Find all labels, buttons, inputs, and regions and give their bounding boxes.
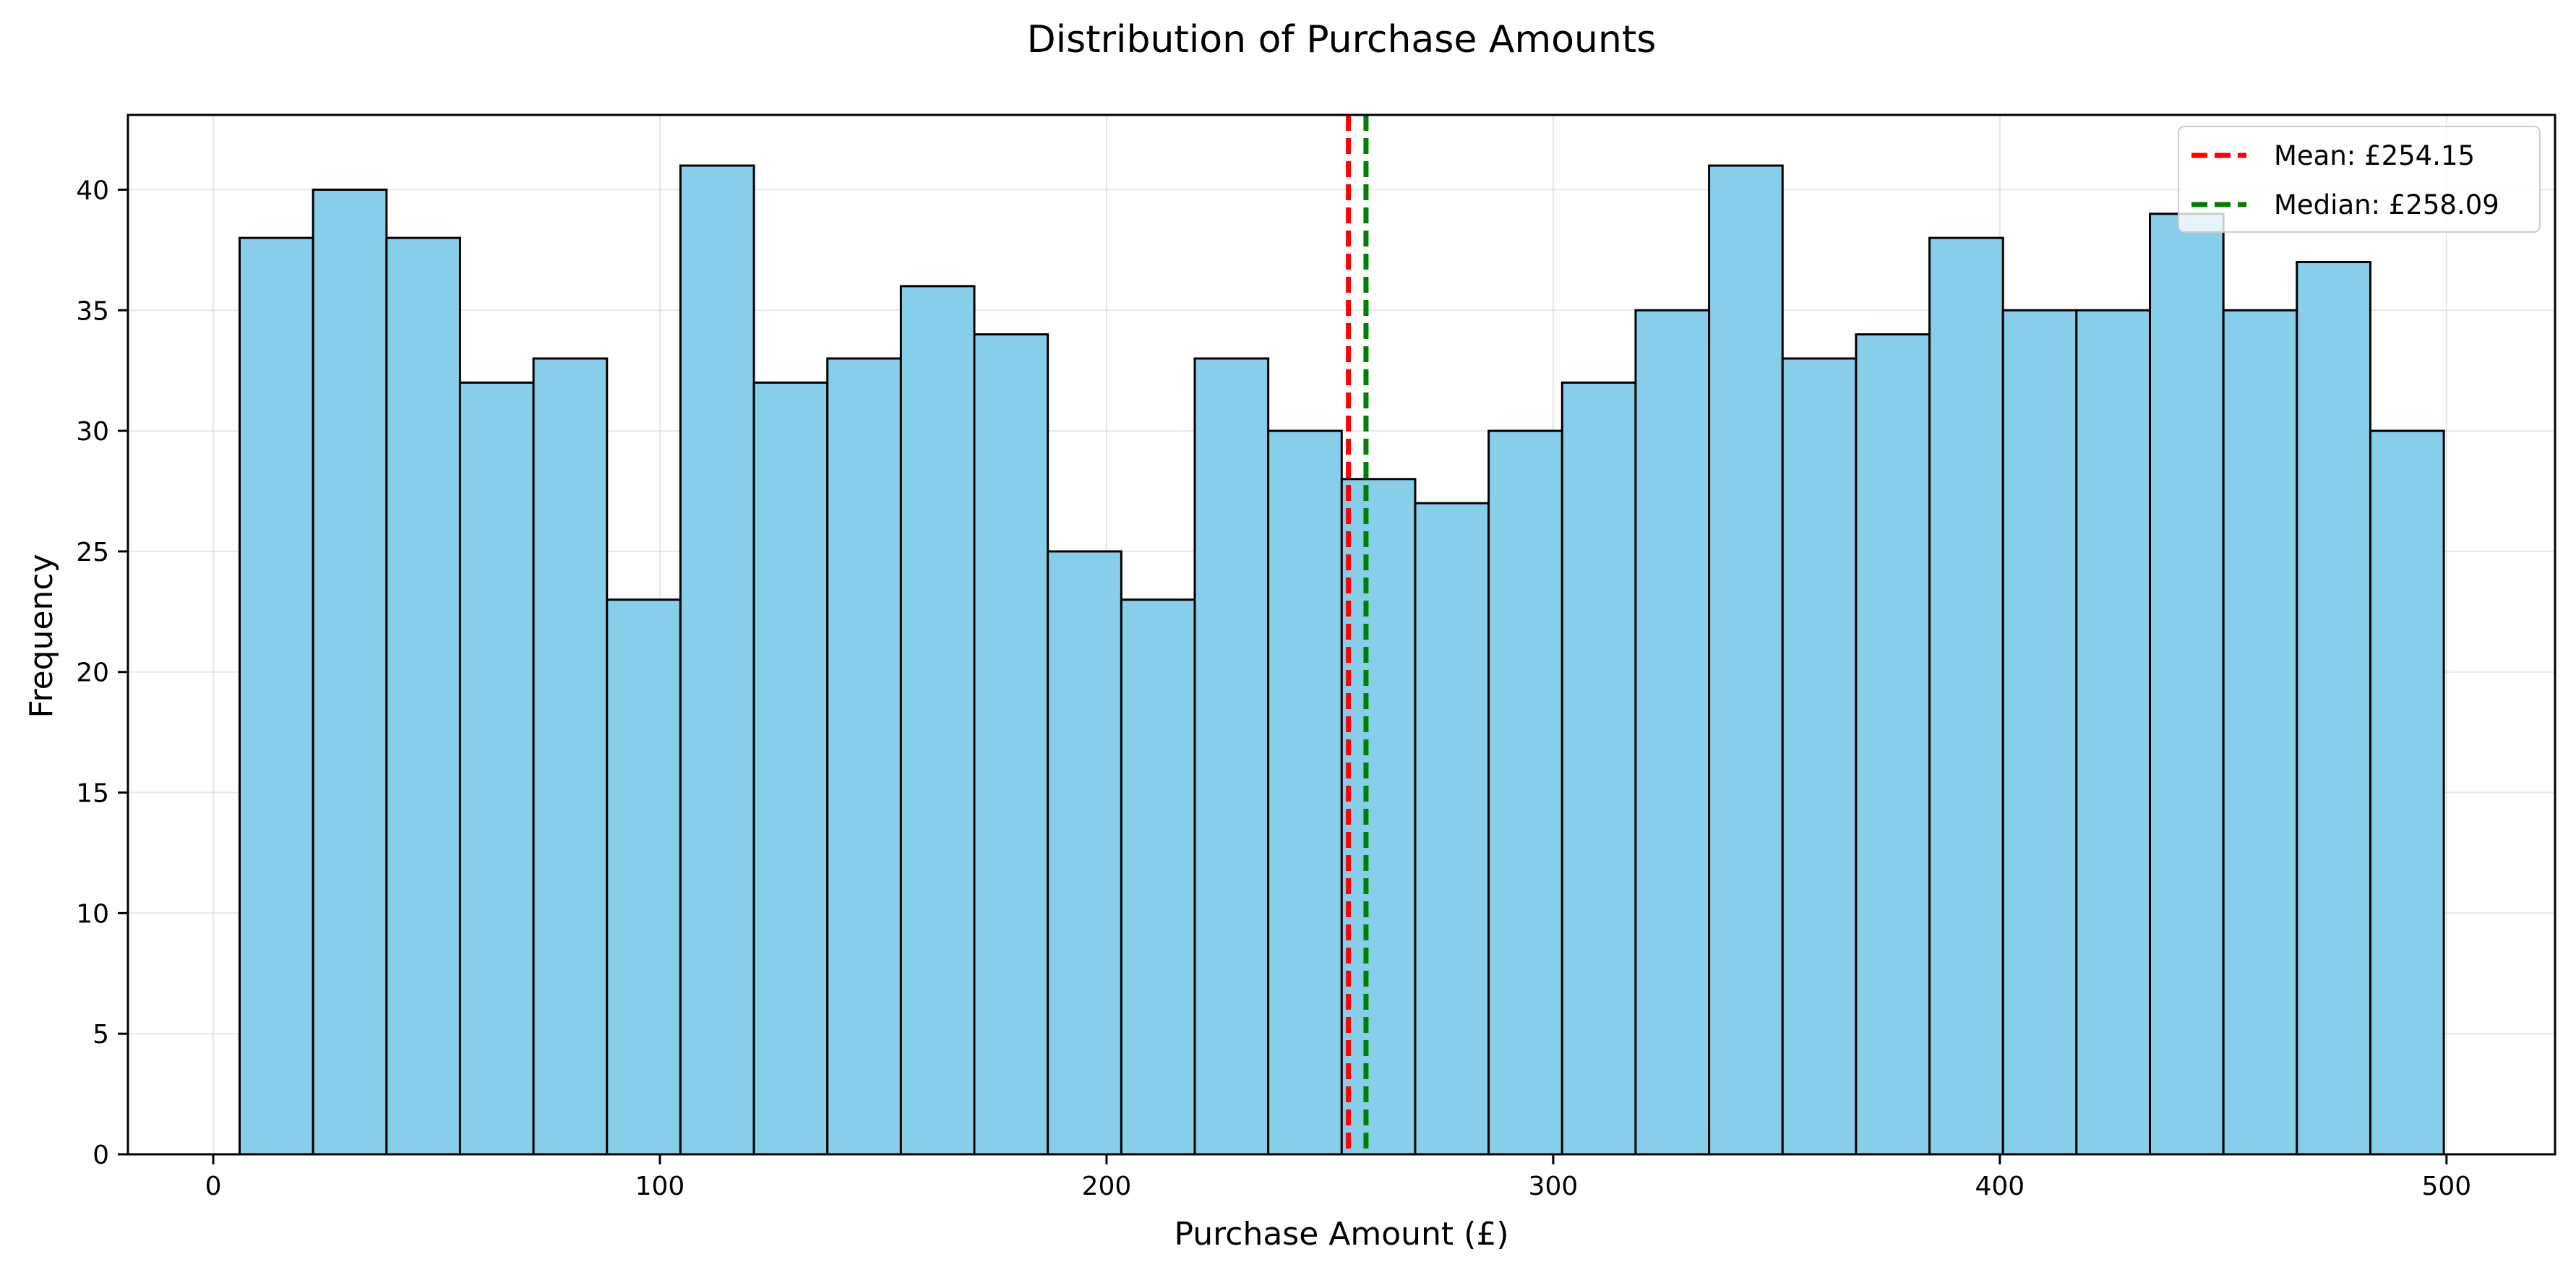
- legend-box: [2178, 126, 2541, 233]
- histogram-bar-4: [532, 357, 609, 1156]
- histogram-bar-20: [1708, 164, 1784, 1156]
- legend-label-median: Median: £258.09: [2274, 189, 2499, 220]
- y-tick-label-5: 25: [76, 538, 109, 567]
- histogram-bar-27: [2222, 309, 2298, 1156]
- histogram-bar-8: [826, 357, 902, 1156]
- histogram-bar-22: [1855, 333, 1931, 1156]
- reference-lines: [1346, 115, 1369, 1154]
- histogram-bar-11: [1047, 550, 1122, 1156]
- histogram-bar-7: [752, 381, 829, 1156]
- y-tick-label-6: 30: [76, 417, 109, 447]
- histogram-bar-19: [1634, 309, 1711, 1156]
- y-tick-label-0: 0: [93, 1141, 109, 1170]
- y-tick-label-4: 20: [76, 658, 109, 688]
- histogram-bar-15: [1340, 478, 1417, 1156]
- histogram-bar-9: [899, 285, 976, 1156]
- histogram-bar-29: [2369, 429, 2445, 1156]
- x-tick-label-1: 100: [635, 1172, 685, 1201]
- y-axis-ticks: 0 5 10 15 20 25 30 35 40: [76, 176, 128, 1170]
- legend: Mean: £254.15 Median: £258.09: [2178, 126, 2541, 233]
- histogram-bar-1: [312, 188, 388, 1156]
- histogram-bar-28: [2296, 261, 2371, 1156]
- x-tick-label-3: 300: [1529, 1172, 1579, 1201]
- histogram-bar-6: [679, 164, 755, 1156]
- histogram-bar-18: [1560, 381, 1637, 1156]
- y-tick-label-1: 5: [93, 1020, 109, 1049]
- plot-frame: [126, 113, 2556, 1156]
- histogram-bar-13: [1193, 357, 1270, 1156]
- x-tick-label-5: 500: [2421, 1172, 2471, 1201]
- x-tick-label-4: 400: [1975, 1172, 2025, 1201]
- histogram-bar-3: [458, 381, 535, 1156]
- y-tick-label-8: 40: [76, 176, 109, 205]
- x-axis-label: Purchase Amount (£): [1174, 1216, 1508, 1253]
- histogram-bar-5: [606, 598, 682, 1156]
- histogram-bar-16: [1414, 502, 1490, 1156]
- axes: [126, 113, 2556, 1156]
- histogram-bar-24: [2001, 309, 2078, 1156]
- histogram-bar-26: [2149, 212, 2225, 1156]
- histogram-bar-12: [1120, 598, 1196, 1156]
- chart-title: Distribution of Purchase Amounts: [1027, 18, 1657, 61]
- histogram-bar-17: [1487, 429, 1563, 1156]
- x-axis-ticks: 0 100 200 300 400 500: [205, 1154, 2471, 1201]
- legend-label-mean: Mean: £254.15: [2274, 140, 2475, 171]
- x-tick-label-0: 0: [205, 1172, 222, 1201]
- histogram-bar-2: [385, 236, 461, 1156]
- y-axis-label: Frequency: [23, 554, 60, 718]
- histogram-bar-25: [2075, 309, 2152, 1156]
- histogram-bars: [238, 164, 2445, 1156]
- histogram-bar-10: [973, 333, 1049, 1156]
- histogram-bar-0: [238, 236, 314, 1156]
- x-tick-label-2: 200: [1082, 1172, 1132, 1201]
- y-tick-label-2: 10: [76, 899, 109, 929]
- histogram-bar-21: [1781, 357, 1858, 1156]
- histogram-bar-23: [1928, 236, 2004, 1156]
- y-tick-label-3: 15: [76, 779, 109, 809]
- histogram-bar-14: [1267, 429, 1343, 1156]
- y-tick-label-7: 35: [76, 296, 109, 326]
